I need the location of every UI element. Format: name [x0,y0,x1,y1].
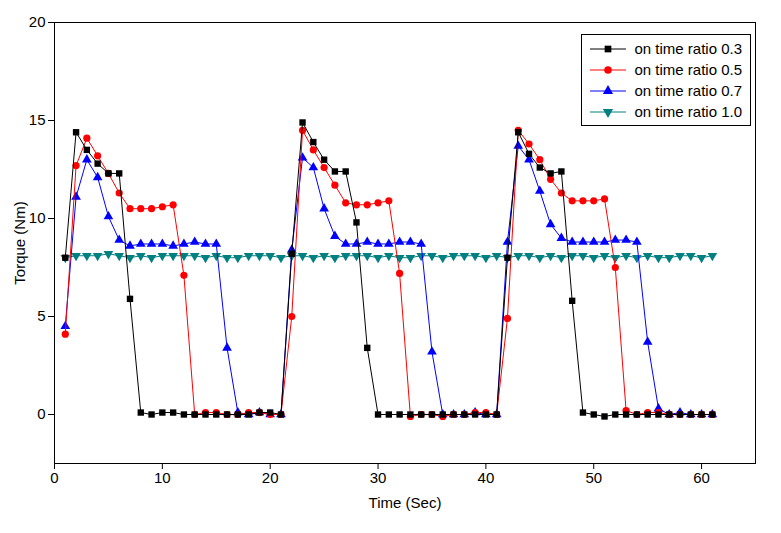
svg-text:Torque (Nm): Torque (Nm) [11,201,28,284]
svg-text:20: 20 [29,13,46,30]
svg-text:5: 5 [37,307,45,324]
svg-text:30: 30 [370,469,387,486]
svg-text:0: 0 [37,405,45,422]
svg-text:50: 50 [585,469,602,486]
html-text:on time ratio 1.0: on time ratio 1.0 [634,103,742,120]
svg-text:20: 20 [262,469,279,486]
svg-text:Time (Sec): Time (Sec) [369,494,442,511]
html-text:on time ratio 0.3: on time ratio 0.3 [634,40,742,57]
svg-text:40: 40 [478,469,495,486]
svg-text:10: 10 [29,209,46,226]
svg-text:15: 15 [29,111,46,128]
html-text:on time ratio 0.7: on time ratio 0.7 [634,82,742,99]
svg-text:0: 0 [50,469,58,486]
html-text:on time ratio 0.5: on time ratio 0.5 [634,61,742,78]
svg-text:60: 60 [693,469,710,486]
svg-text:10: 10 [154,469,171,486]
